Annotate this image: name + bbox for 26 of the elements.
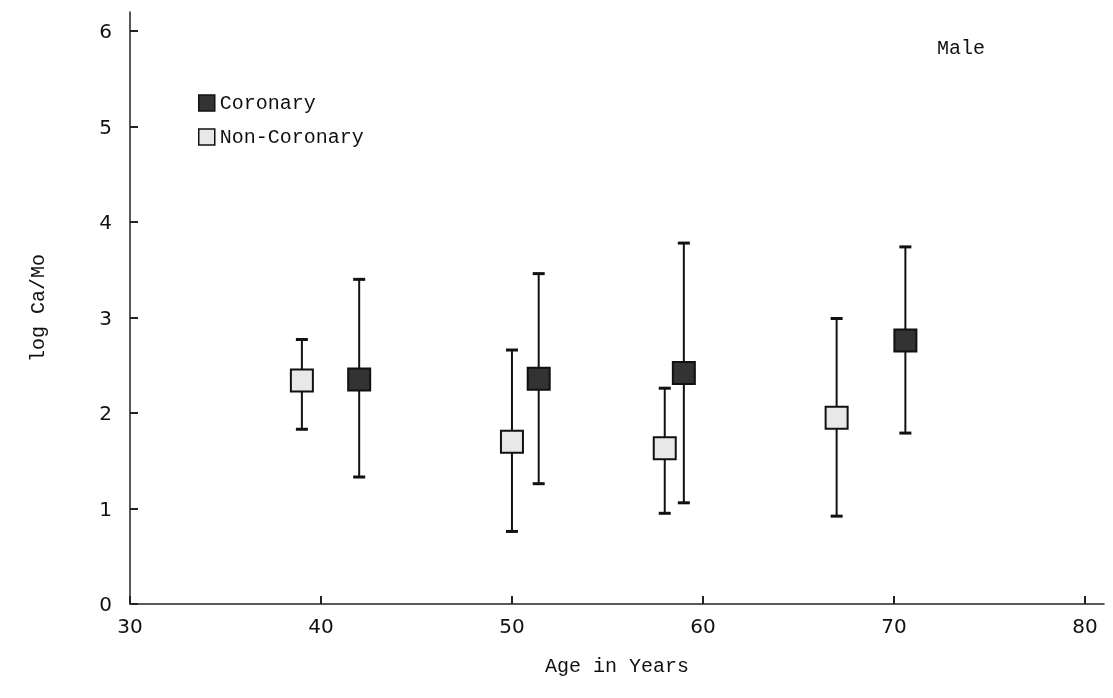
point bbox=[499, 429, 524, 454]
x-tick-label: 70 bbox=[881, 614, 907, 638]
point bbox=[671, 360, 696, 385]
x-tick-label: 30 bbox=[117, 614, 143, 638]
point bbox=[526, 366, 551, 391]
y-tick-label: 2 bbox=[99, 401, 112, 426]
legend-label: Coronary bbox=[219, 91, 316, 115]
point bbox=[652, 436, 677, 461]
point bbox=[824, 405, 849, 430]
point bbox=[893, 328, 918, 353]
annotation: Male bbox=[936, 36, 986, 60]
y-tick-label: 4 bbox=[99, 210, 112, 235]
point bbox=[347, 367, 372, 392]
y-axis-title: log Ca/Mo bbox=[26, 253, 50, 363]
y-tick-label: 3 bbox=[99, 305, 112, 330]
y-tick-label: 6 bbox=[99, 19, 112, 44]
x-tick-label: 50 bbox=[499, 614, 525, 638]
y-tick-label: 1 bbox=[99, 496, 112, 521]
legend-label: Non-Coronary bbox=[219, 125, 364, 149]
x-tick-label: 60 bbox=[690, 614, 716, 638]
y-tick-label: 0 bbox=[99, 592, 112, 616]
point bbox=[289, 368, 314, 393]
y-tick-label: 5 bbox=[99, 114, 112, 139]
x-axis-title: Age in Years bbox=[544, 654, 690, 678]
x-tick-label: 80 bbox=[1072, 614, 1098, 638]
x-tick-label: 40 bbox=[308, 614, 334, 638]
